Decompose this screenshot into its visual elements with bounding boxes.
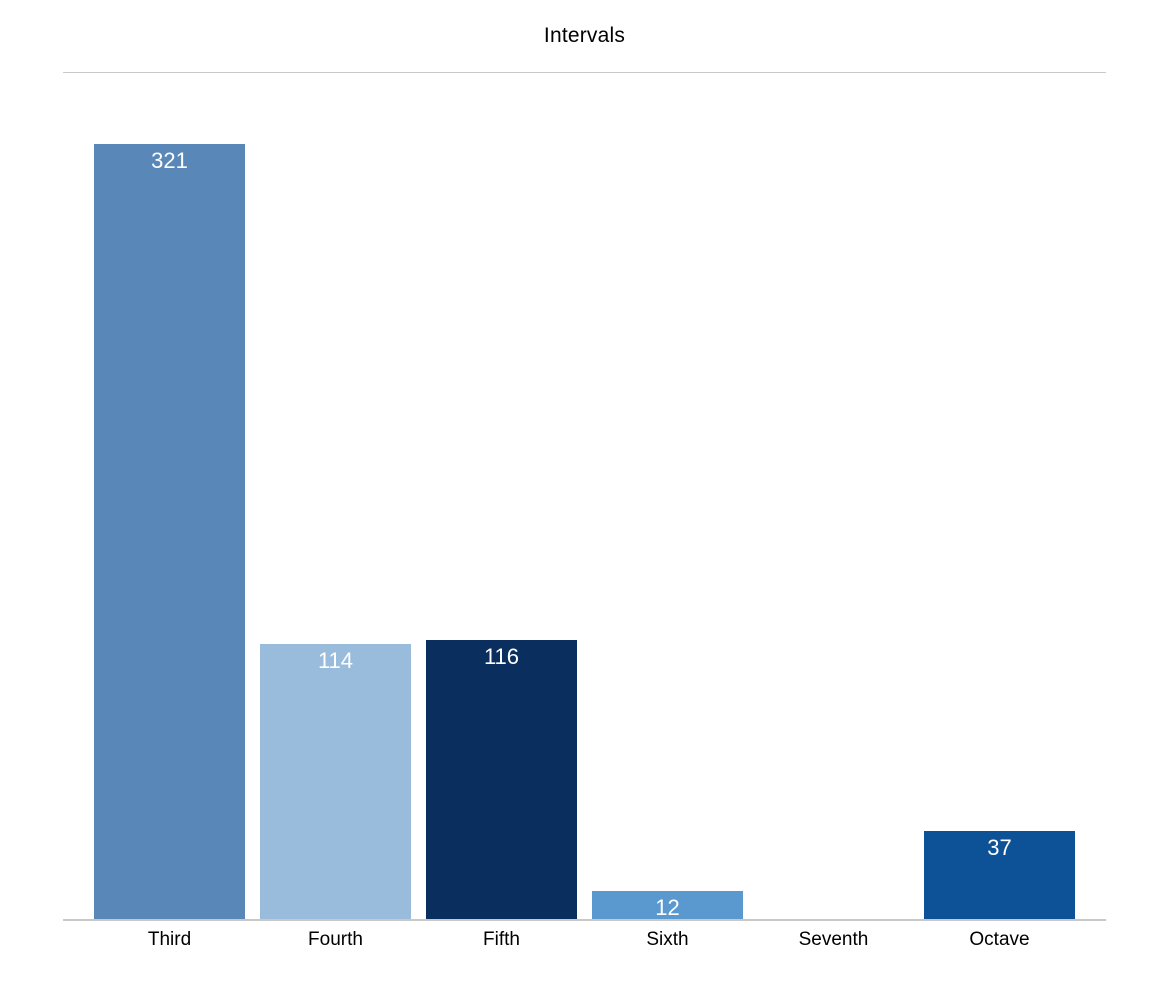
chart-title: Intervals [543, 24, 626, 47]
bar-sixth[interactable]: 12 [592, 891, 743, 920]
bar-value-label-third: 321 [151, 148, 188, 173]
x-tick-label-fifth: Fifth [483, 929, 520, 950]
x-axis-tick-labels: Third Fourth Fifth Sixth Seventh Octave [63, 929, 1106, 951]
bar-slot-third: 321 [87, 144, 253, 920]
bar-octave[interactable]: 37 [924, 831, 1075, 920]
x-tick-label-fourth: Fourth [308, 929, 363, 950]
bar-value-label-octave: 37 [987, 835, 1012, 860]
bar-slot-seventh [751, 144, 917, 920]
bar-value-label-sixth: 12 [655, 895, 680, 920]
bar-fourth[interactable]: 114 [260, 644, 411, 920]
x-tick-label-sixth: Sixth [646, 929, 689, 950]
bar-slot-fourth: 114 [253, 144, 419, 920]
chart-plot-area: 321 114 116 12 37 [63, 144, 1106, 920]
x-tick-label-third: Third [147, 929, 192, 950]
bar-slot-octave: 37 [917, 144, 1083, 920]
title-divider-line [63, 72, 1106, 73]
x-tick-label-seventh: Seventh [798, 929, 869, 950]
x-tick-label-octave: Octave [969, 929, 1030, 950]
bar-value-label-fifth: 116 [483, 644, 520, 669]
bar-slot-sixth: 12 [585, 144, 751, 920]
bar-third[interactable]: 321 [94, 144, 245, 920]
x-axis-baseline [63, 919, 1106, 921]
bar-slot-fifth: 116 [419, 144, 585, 920]
bar-value-label-fourth: 114 [317, 648, 354, 673]
bar-fifth[interactable]: 116 [426, 640, 577, 920]
